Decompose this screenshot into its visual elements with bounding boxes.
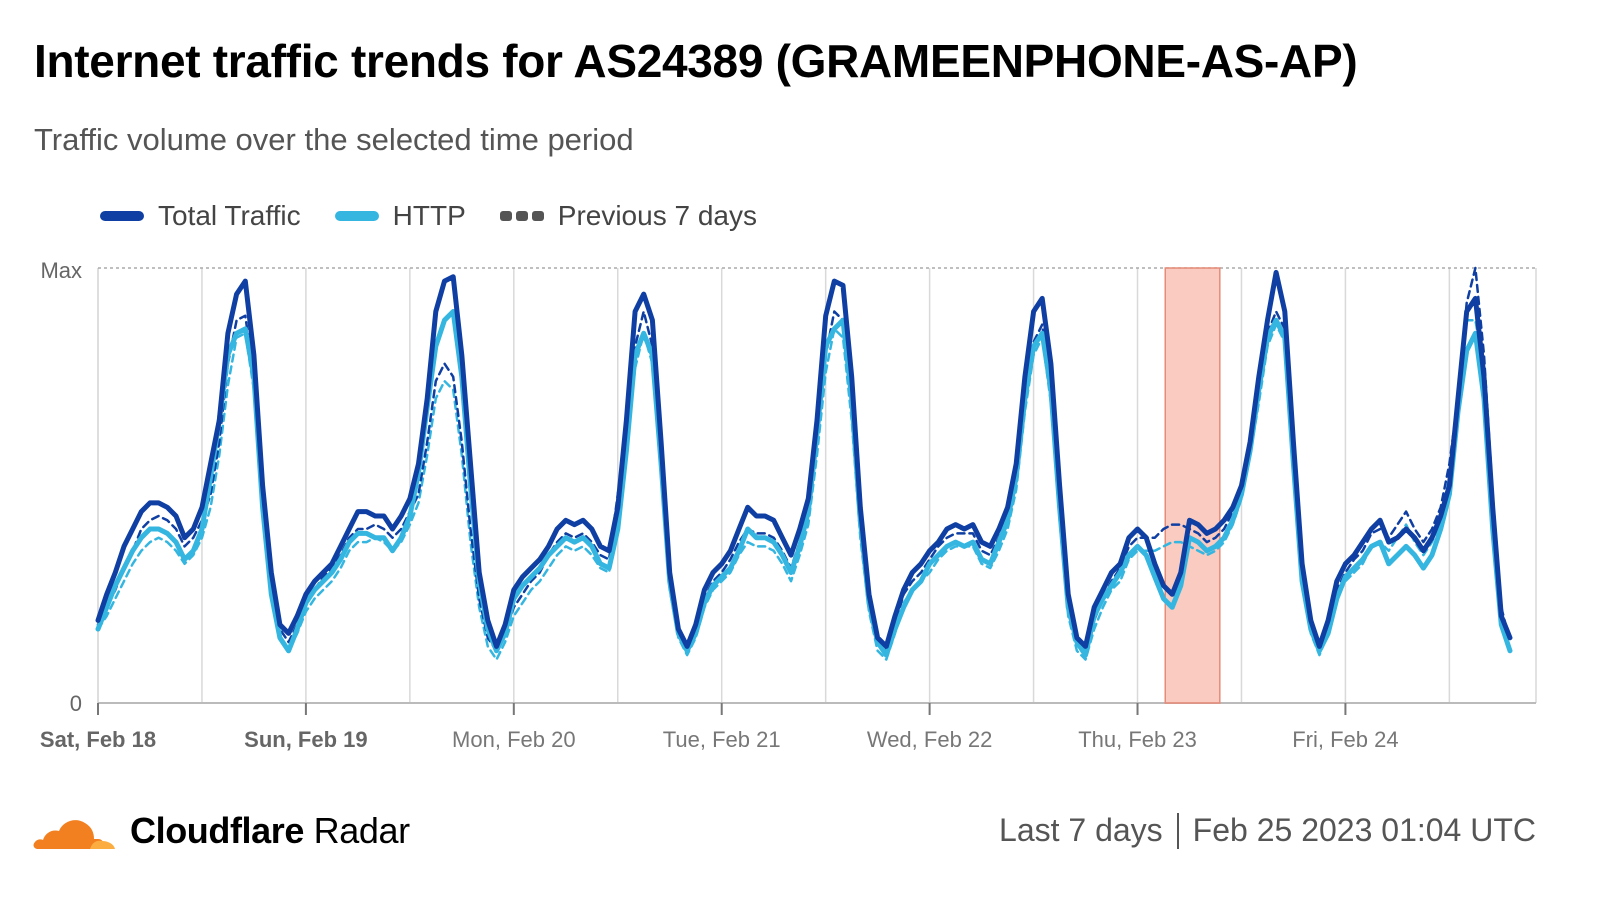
y-tick-label-max: Max (40, 258, 82, 283)
legend-item-http[interactable]: HTTP (334, 200, 466, 232)
legend-label-previous: Previous 7 days (557, 200, 757, 231)
anomaly-highlight (1164, 267, 1221, 704)
footer-separator (1176, 812, 1179, 849)
legend-swatch-total (100, 211, 144, 221)
x-tick-label: Fri, Feb 24 (1292, 727, 1398, 752)
x-tick-label: Tue, Feb 21 (663, 727, 781, 752)
brand-name-bold: Cloudflare (130, 810, 305, 851)
legend-item-total[interactable]: Total Traffic (100, 200, 301, 232)
x-tick-label: Wed, Feb 22 (867, 727, 993, 752)
chart-subtitle: Traffic volume over the selected time pe… (34, 122, 634, 157)
legend-item-previous[interactable]: Previous 7 days (499, 200, 757, 232)
legend-label-total: Total Traffic (158, 200, 301, 231)
chart-legend: Total Traffic HTTP Previous 7 days (100, 200, 757, 232)
cloudflare-radar-logo[interactable]: Cloudflare Radar (32, 810, 410, 852)
traffic-chart: Max 0 Sat, Feb 18 Sun, Feb 19 Mon, Feb 20 Tue… (40, 258, 1537, 752)
x-tick-label: Sat, Feb 18 (40, 727, 156, 752)
time-range-info: Last 7 days Feb 25 2023 01:04 UTC (999, 812, 1536, 849)
series-line-total-traffic (95, 269, 1513, 649)
brand-name-light: Radar (304, 810, 410, 851)
x-tick-label: Mon, Feb 20 (452, 727, 576, 752)
chart-title: Internet traffic trends for AS24389 (GRA… (34, 35, 1358, 87)
brand-name: Cloudflare Radar (130, 810, 410, 852)
cloudflare-cloud-icon (33, 820, 115, 849)
series-line-http (95, 309, 1513, 658)
timestamp-label: Feb 25 2023 01:04 UTC (1192, 812, 1536, 848)
legend-swatch-previous (499, 211, 544, 221)
legend-label-http: HTTP (392, 200, 466, 231)
legend-swatch-http (334, 211, 379, 221)
time-range-label: Last 7 days (999, 812, 1163, 848)
x-tick-label: Thu, Feb 23 (1078, 727, 1197, 752)
y-tick-label-zero: 0 (70, 691, 82, 716)
x-tick-label: Sun, Feb 19 (244, 727, 367, 752)
